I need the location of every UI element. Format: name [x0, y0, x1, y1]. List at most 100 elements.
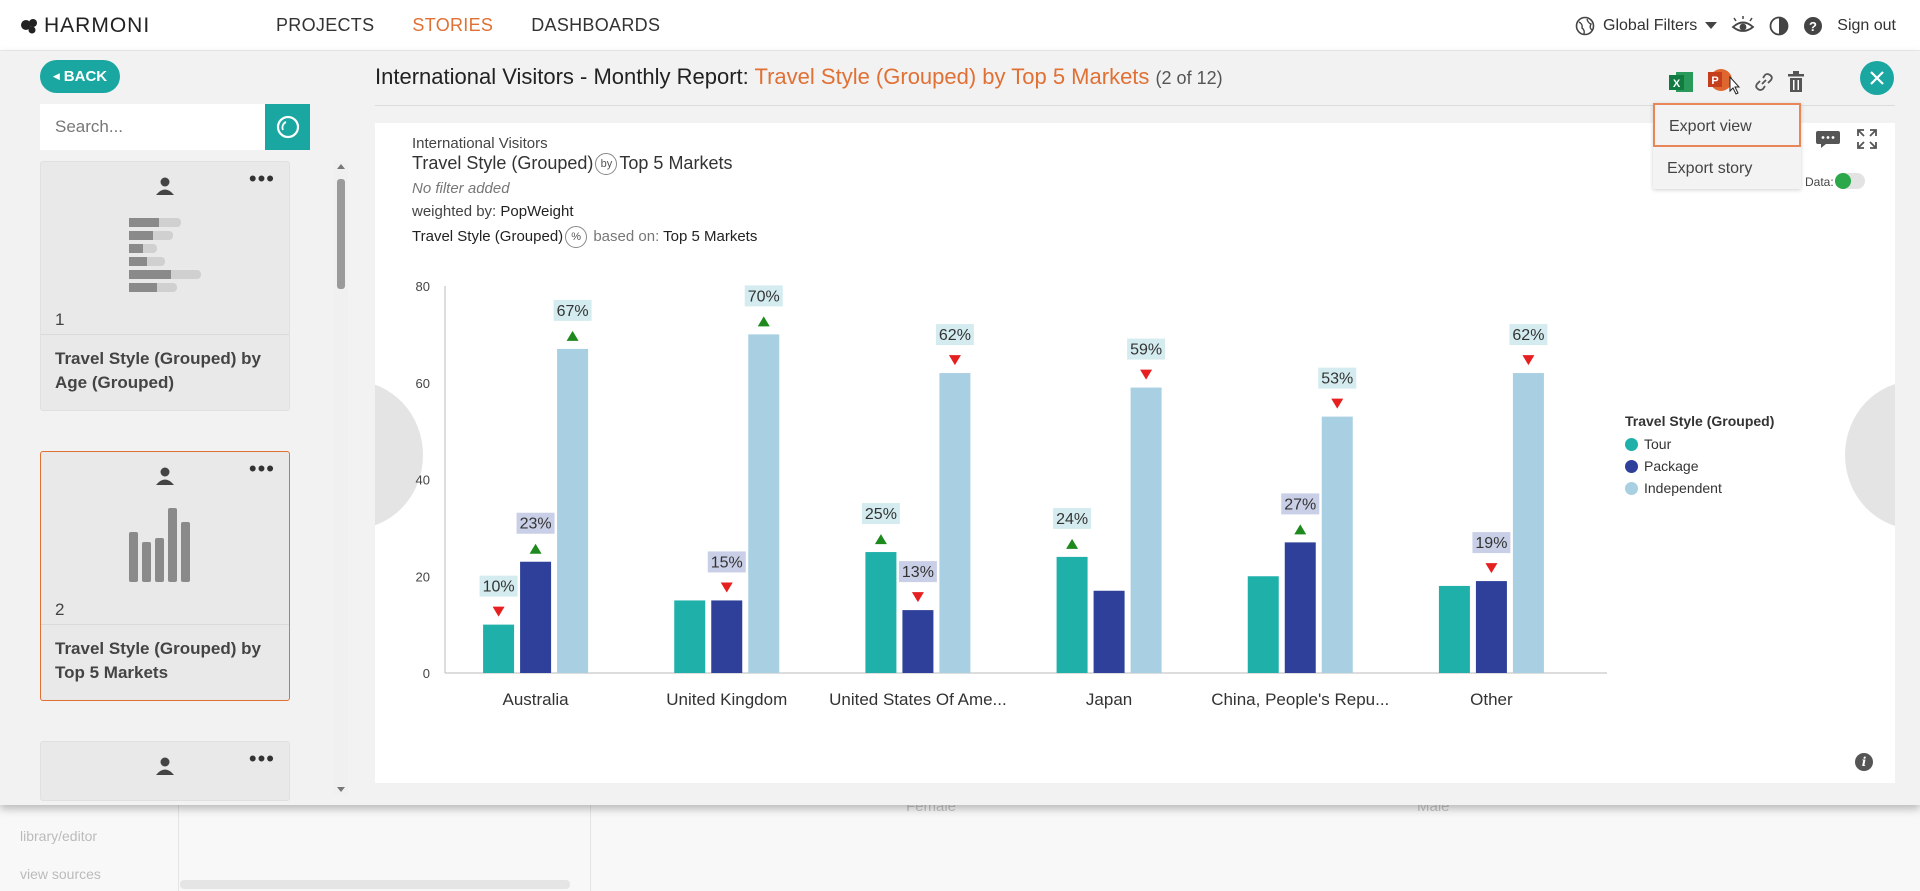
bar-independent: [557, 348, 589, 673]
legend-swatch: [1625, 481, 1638, 495]
link-icon[interactable]: [1754, 72, 1774, 92]
percent-basis: Travel Style (Grouped)% based on: Top 5 …: [412, 226, 757, 248]
title-prefix: International Visitors - Monthly Report:: [375, 64, 755, 89]
excel-export-icon[interactable]: X: [1668, 69, 1694, 95]
chart-title-right: Top 5 Markets: [619, 153, 733, 173]
library-editor-link[interactable]: library/editor: [20, 828, 98, 844]
arrow-down-icon: [492, 606, 505, 617]
data-label: 70%: [748, 288, 780, 305]
search-button[interactable]: [265, 104, 310, 150]
data-label-bg: [898, 561, 937, 583]
sign-out-link[interactable]: Sign out: [1837, 16, 1896, 34]
card-menu-button[interactable]: •••: [248, 456, 275, 481]
weighted-value: PopWeight: [500, 203, 574, 220]
data-label: 10%: [483, 579, 515, 596]
y-tick-label: 0: [423, 666, 430, 681]
bg-horizontal-scrollbar[interactable]: [180, 880, 570, 889]
y-tick-label: 80: [416, 279, 430, 294]
view-sources-link[interactable]: view sources: [20, 866, 101, 882]
contrast-icon[interactable]: [1769, 16, 1789, 36]
bar-independent: [1130, 387, 1162, 673]
arrow-down-icon: [948, 355, 961, 366]
global-filters-label: Global Filters: [1603, 16, 1698, 34]
card-menu-button[interactable]: •••: [248, 746, 275, 771]
close-icon: [1870, 71, 1884, 85]
search-box: [40, 104, 310, 150]
export-story-option[interactable]: Export story: [1667, 160, 1753, 177]
scroll-up-arrow[interactable]: [337, 164, 345, 169]
global-filters-dropdown[interactable]: Global Filters: [1575, 16, 1718, 36]
data-toggle[interactable]: [1835, 173, 1865, 189]
legend-item-package[interactable]: Package: [1625, 455, 1774, 477]
export-view-option[interactable]: Export view: [1653, 103, 1801, 147]
legend-item-independent[interactable]: Independent: [1625, 477, 1774, 499]
harmoni-logo[interactable]: HARMONI: [20, 14, 150, 38]
nav-dashboards[interactable]: DASHBOARDS: [531, 15, 661, 35]
data-label: 67%: [557, 303, 589, 320]
data-label: 27%: [1284, 496, 1316, 513]
legend-item-tour[interactable]: Tour: [1625, 433, 1774, 455]
story-card-1[interactable]: ••• 1 Travel Style (Grouped) by Age (Gro…: [40, 161, 290, 411]
brand-name: HARMONI: [44, 14, 151, 37]
data-label: 59%: [1130, 342, 1162, 359]
user-icon: [156, 177, 174, 195]
x-tick-label: United States Of Ame...: [829, 690, 1007, 709]
top-right-controls: Global Filters ? Sign out: [1575, 0, 1896, 51]
based-on-value: Top 5 Markets: [663, 227, 758, 245]
powerpoint-export-icon[interactable]: P: [1706, 67, 1742, 97]
scrollbar-thumb[interactable]: [337, 179, 345, 289]
nav-projects[interactable]: PROJECTS: [276, 15, 375, 35]
story-card-3[interactable]: •••: [40, 741, 290, 801]
x-tick-label: Other: [1470, 690, 1513, 709]
close-button[interactable]: [1860, 61, 1894, 95]
search-input[interactable]: [40, 104, 265, 150]
back-label: BACK: [63, 68, 108, 85]
data-label: 15%: [711, 554, 743, 571]
svg-text:?: ?: [1809, 19, 1817, 34]
chart-legend: Travel Style (Grouped) Tour Package Inde…: [1625, 413, 1774, 499]
x-tick-label: United Kingdom: [666, 690, 787, 709]
story-card-2[interactable]: ••• 2 Travel Style (Grouped) by Top 5 Ma…: [40, 451, 290, 701]
data-label-bg: [861, 503, 900, 525]
arrow-down-icon: [1331, 398, 1344, 409]
back-button[interactable]: ◀ BACK: [40, 60, 120, 93]
bar-package: [902, 610, 934, 673]
data-label-bg: [744, 285, 783, 307]
arrow-up-icon: [757, 316, 770, 327]
data-label-bg: [516, 512, 555, 534]
legend-title: Travel Style (Grouped): [1625, 413, 1775, 429]
data-label-bg: [1053, 507, 1092, 529]
card-number: 2: [55, 600, 65, 619]
delete-icon[interactable]: [1786, 71, 1806, 93]
help-icon[interactable]: ?: [1803, 16, 1823, 36]
bar-package: [711, 600, 743, 673]
story-sidebar: ◀ BACK •••: [0, 51, 350, 805]
info-icon[interactable]: i: [1855, 753, 1873, 771]
data-label-bg: [1509, 324, 1548, 346]
data-toggle-label: d Data:: [1795, 175, 1834, 189]
preview-eye-icon[interactable]: [1731, 15, 1755, 36]
percent-label: Travel Style (Grouped): [412, 227, 564, 245]
data-label-bg: [1281, 493, 1320, 515]
story-modal: ◀ BACK •••: [0, 51, 1920, 805]
data-label: 23%: [520, 516, 552, 533]
page-title: International Visitors - Monthly Report:…: [375, 64, 1223, 90]
bar-independent: [748, 334, 780, 673]
y-tick-label: 60: [416, 376, 430, 391]
bar-independent: [1512, 373, 1544, 673]
bg-divider: [178, 805, 179, 891]
scroll-down-arrow[interactable]: [337, 787, 345, 792]
arrow-down-icon: [1522, 355, 1535, 366]
fullscreen-icon[interactable]: [1856, 128, 1878, 150]
sidebar-scrollbar[interactable]: [334, 161, 348, 795]
data-label: 13%: [902, 564, 934, 581]
data-label-bg: [479, 575, 518, 597]
legend-swatch: [1625, 437, 1638, 451]
arrow-down-icon: [720, 582, 733, 593]
comment-icon[interactable]: [1815, 127, 1841, 151]
arrow-down-icon: [1485, 563, 1498, 574]
card-menu-button[interactable]: •••: [248, 166, 275, 191]
nav-stories[interactable]: STORIES: [412, 15, 494, 35]
logo-icon: [21, 19, 37, 34]
card-title: Travel Style (Grouped) by Top 5 Markets: [41, 624, 289, 697]
